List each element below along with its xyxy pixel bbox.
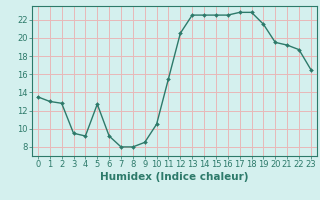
X-axis label: Humidex (Indice chaleur): Humidex (Indice chaleur) bbox=[100, 172, 249, 182]
